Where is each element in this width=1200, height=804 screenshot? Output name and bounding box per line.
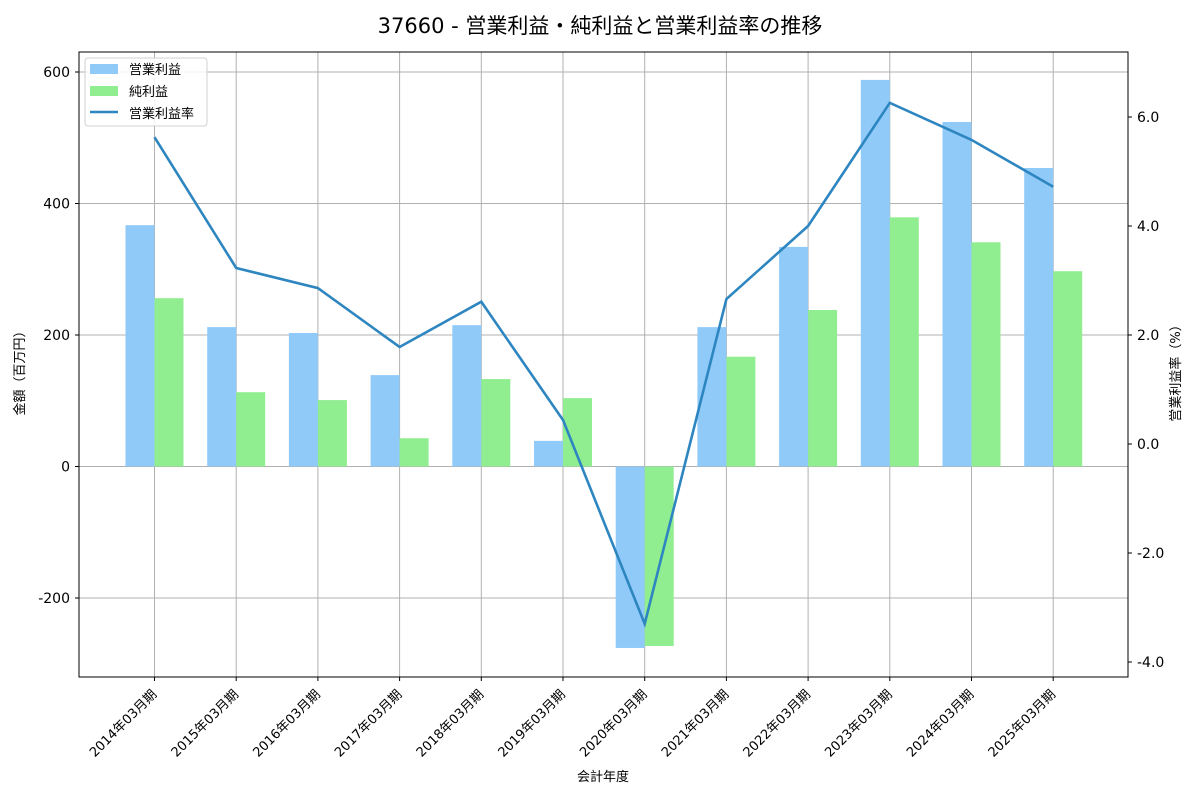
bar	[399, 438, 429, 467]
legend-box	[84, 57, 208, 127]
bar	[779, 246, 809, 467]
tick-label: -4.0	[1137, 655, 1164, 671]
tick-label: 2025年03月期	[986, 687, 1059, 760]
tick-label: -2.0	[1137, 546, 1164, 562]
bar	[317, 400, 347, 467]
tick-label: 2023年03月期	[822, 687, 895, 760]
left-y-axis: -200 0 200 400 600	[38, 65, 79, 607]
tick-label: 2018年03月期	[414, 687, 487, 760]
bar	[971, 242, 1001, 467]
tick-label: 2020年03月期	[577, 687, 650, 760]
bar	[370, 375, 400, 467]
bar	[644, 466, 674, 646]
tick-label: 2021年03月期	[659, 687, 732, 760]
bar	[534, 440, 563, 467]
tick-label: 2014年03月期	[87, 687, 160, 760]
bar	[236, 392, 266, 467]
tick-label: 0	[61, 460, 70, 476]
legend-label: 営業利益率	[129, 106, 194, 122]
bar	[942, 121, 972, 467]
tick-label: -200	[38, 591, 70, 607]
x-axis-label: 会計年度	[577, 769, 629, 785]
tick-label: 2015年03月期	[169, 687, 242, 760]
bar	[154, 298, 184, 467]
tick-label: 200	[43, 328, 70, 344]
bars	[125, 79, 1083, 648]
bar	[288, 333, 318, 467]
legend-label: 純利益	[129, 85, 168, 100]
legend-swatch	[90, 64, 118, 74]
tick-label: 4.0	[1137, 219, 1159, 235]
bar	[615, 466, 645, 648]
legend-swatch	[90, 86, 118, 96]
bar	[726, 356, 756, 467]
tick-label: 2022年03月期	[741, 687, 814, 760]
bar	[860, 79, 890, 467]
tick-label: 2017年03月期	[332, 687, 405, 760]
bar	[207, 327, 237, 467]
y-axis-label-right: 営業利益率（%）	[1168, 318, 1184, 421]
tick-label: 400	[43, 197, 70, 213]
x-axis: 2014年03月期 2015年03月期 2016年03月期 2017年03月期 2018…	[87, 677, 1059, 761]
tick-label: 6.0	[1137, 110, 1159, 126]
bar	[1024, 167, 1054, 467]
chart-title: 37660 - 営業利益・純利益と営業利益率の推移	[378, 14, 823, 38]
bar	[481, 379, 511, 467]
plot-frame	[78, 51, 1129, 678]
right-y-axis: -4.0 -2.0 0.0 2.0 4.0 6.0	[1128, 110, 1164, 671]
tick-label: 0.0	[1137, 437, 1159, 453]
legend-label: 営業利益	[129, 62, 181, 78]
margin-polyline	[153, 101, 1054, 629]
tick-label: 2024年03月期	[904, 687, 977, 760]
bar	[452, 325, 482, 467]
bar	[889, 217, 919, 467]
tick-label: 2019年03月期	[496, 687, 569, 760]
bar	[808, 310, 838, 467]
tick-label: 2016年03月期	[250, 687, 323, 760]
margin-line	[153, 101, 1054, 629]
y-axis-label: 金額（百万円）	[12, 324, 28, 415]
tick-label: 600	[43, 65, 70, 81]
bar	[1053, 271, 1083, 467]
tick-label: 2.0	[1137, 328, 1159, 344]
bar	[125, 225, 155, 467]
